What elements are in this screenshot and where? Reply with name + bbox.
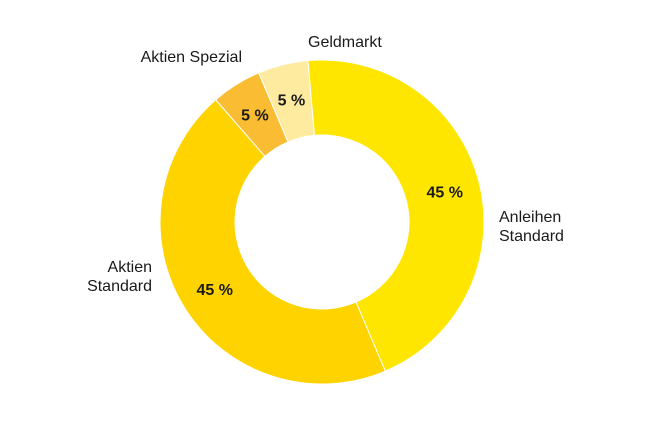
- slice-aktien-standard: [159, 99, 386, 385]
- value-label-geldmarkt: 5 %: [278, 92, 306, 109]
- category-label-geldmarkt: Geldmarkt: [308, 34, 382, 51]
- category-label-aktien-spezial: Aktien Spezial: [141, 49, 242, 66]
- value-label-aktien-spezial: 5 %: [241, 108, 269, 125]
- slice-geldmarkt: [258, 60, 315, 143]
- category-label-aktien-standard: Aktien Standard: [87, 259, 152, 295]
- category-label-line: Geldmarkt: [308, 34, 382, 51]
- value-label-anleihen-standard: 45 %: [427, 184, 463, 201]
- category-label-line: Standard: [499, 228, 564, 245]
- category-label-line: Aktien: [108, 259, 152, 276]
- slice-anleihen-standard: [307, 59, 485, 372]
- category-label-line: Aktien Spezial: [141, 49, 242, 66]
- category-label-anleihen-standard: Anleihen Standard: [499, 209, 564, 245]
- value-label-aktien-standard: 45 %: [196, 282, 232, 299]
- category-label-line: Standard: [87, 278, 152, 295]
- category-label-line: Anleihen: [499, 209, 561, 226]
